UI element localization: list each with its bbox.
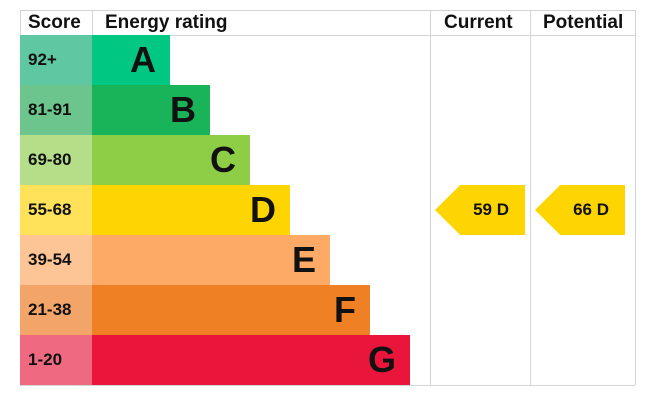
- band-letter: C: [210, 139, 236, 180]
- band-bar-d: D: [92, 185, 290, 235]
- score-cell-d: 55-68: [20, 185, 92, 235]
- band-bar-f: F: [92, 285, 370, 335]
- band-letter: B: [170, 89, 196, 130]
- score-cell-c: 69-80: [20, 135, 92, 185]
- score-cell-g: 1-20: [20, 335, 92, 385]
- band-bar-a: A: [92, 35, 170, 85]
- band-letter: D: [250, 189, 276, 230]
- band-letter: G: [367, 339, 396, 380]
- score-cell-b: 81-91: [20, 85, 92, 135]
- current-rating-arrow: 59 D: [435, 185, 525, 235]
- band-bar-b: B: [92, 85, 210, 135]
- score-cell-e: 39-54: [20, 235, 92, 285]
- band-bar-g: G: [92, 335, 410, 385]
- band-letter: F: [334, 289, 356, 330]
- band-letter: E: [291, 239, 316, 280]
- band-letter: A: [130, 39, 156, 80]
- score-cell-f: 21-38: [20, 285, 92, 335]
- band-bar-c: C: [92, 135, 250, 185]
- potential-rating-arrow: 66 D: [535, 185, 625, 235]
- score-header: Score: [28, 12, 81, 33]
- current-header: Current: [444, 12, 513, 33]
- score-cell-a: 92+: [20, 35, 92, 85]
- potential-header: Potential: [543, 12, 624, 33]
- energy-rating-header: Energy rating: [105, 12, 228, 33]
- band-bar-e: E: [92, 235, 330, 285]
